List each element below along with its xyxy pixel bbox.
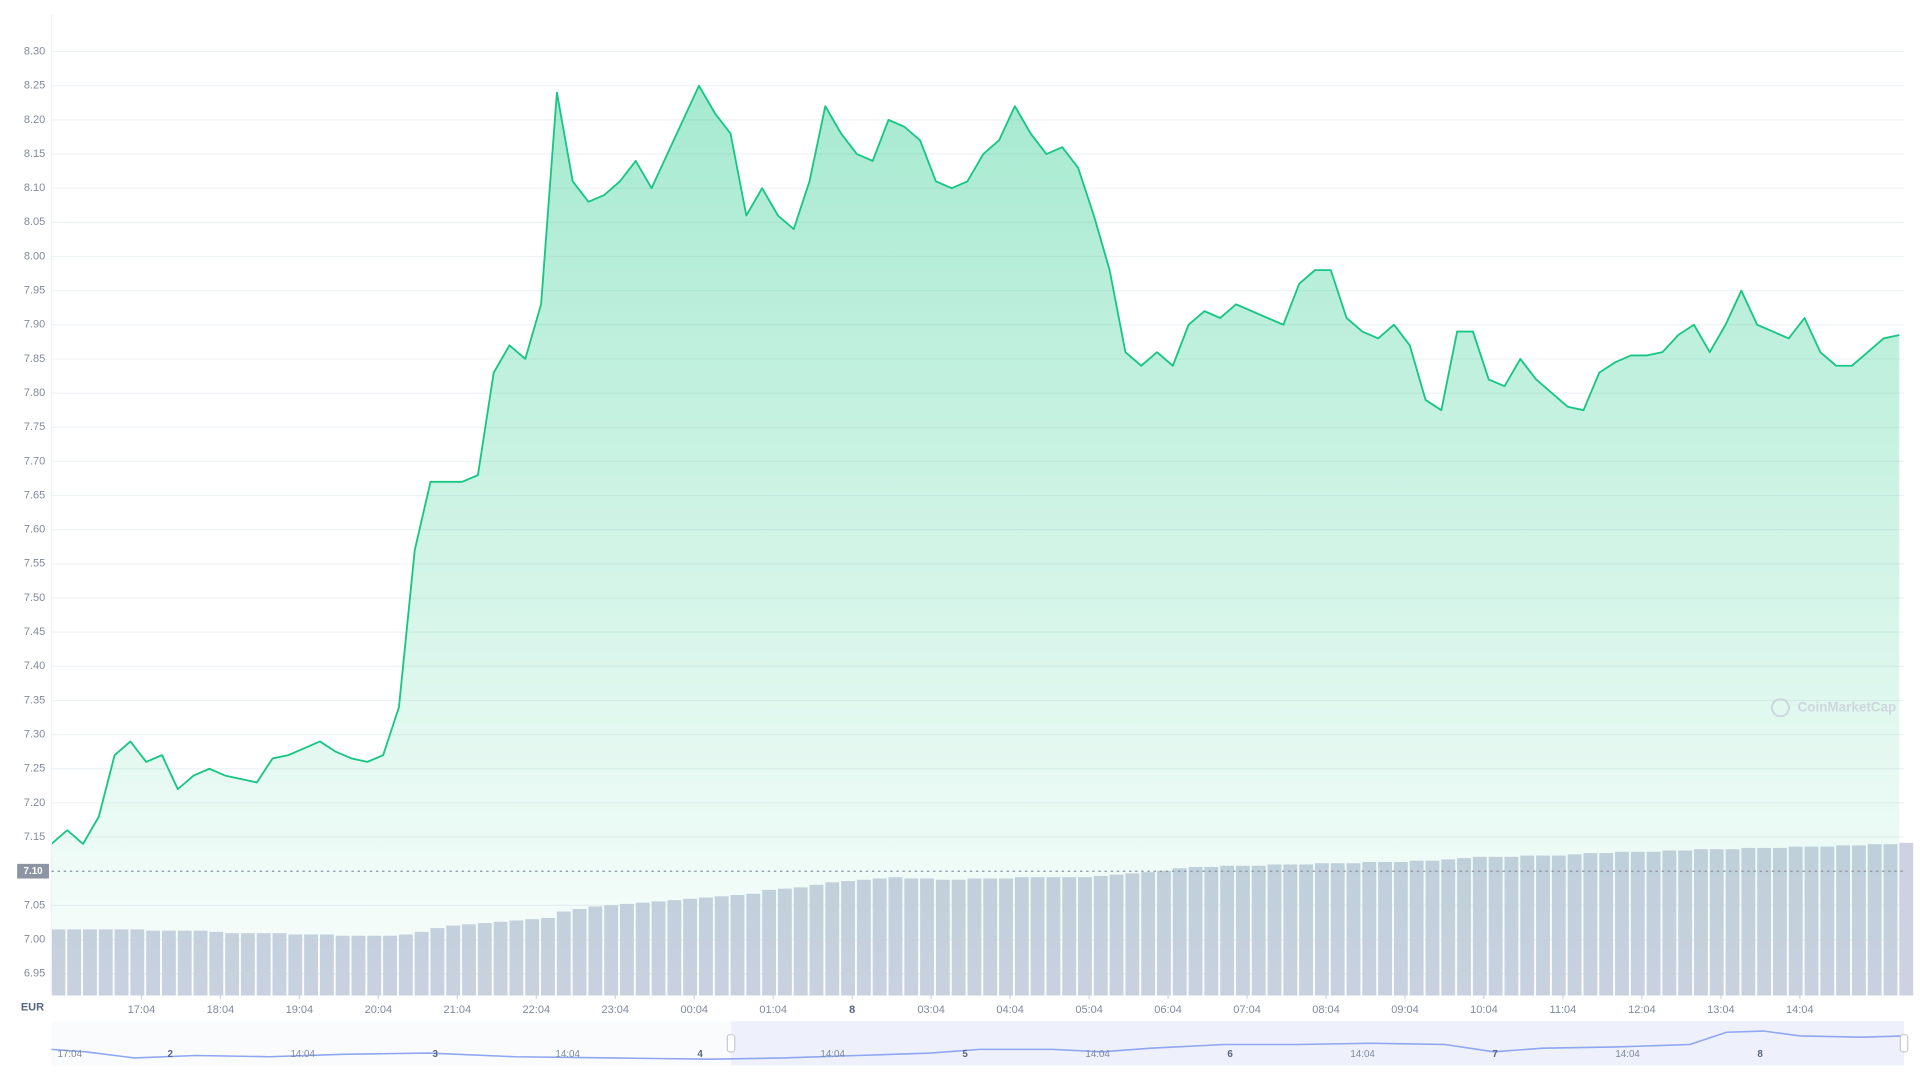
x-tick-label: 18:04	[207, 1004, 235, 1016]
y-tick-label: 8.15	[24, 148, 45, 160]
x-tick-label: 03:04	[917, 1004, 945, 1016]
y-tick-label: 7.65	[24, 489, 45, 501]
y-tick-label: 7.20	[24, 797, 45, 809]
x-tick-label: 21:04	[444, 1004, 472, 1016]
navigator-label: 3	[432, 1049, 438, 1060]
y-tick-label: 7.15	[24, 831, 45, 843]
x-tick-label: 22:04	[523, 1004, 551, 1016]
navigator-label: 8	[1757, 1049, 1763, 1060]
currency-label: EUR	[21, 1002, 44, 1014]
x-tick-label: 09:04	[1391, 1004, 1419, 1016]
x-tick-label: 00:04	[680, 1004, 708, 1016]
navigator-label: 14:04	[555, 1049, 580, 1060]
y-tick-label: 7.85	[24, 353, 45, 365]
y-tick-label: 8.00	[24, 250, 45, 262]
y-tick-label: 7.40	[24, 660, 45, 672]
x-tick-label: 10:04	[1470, 1004, 1498, 1016]
navigator-label: 17:04	[58, 1049, 83, 1060]
y-tick-label: 7.45	[24, 626, 45, 638]
navigator-label: 2	[167, 1049, 173, 1060]
y-tick-label: 7.05	[24, 899, 45, 911]
x-tick-label: 07:04	[1233, 1004, 1261, 1016]
x-tick-label: 01:04	[759, 1004, 787, 1016]
x-tick-label: 04:04	[996, 1004, 1024, 1016]
x-tick-label: 8	[849, 1004, 855, 1016]
price-line	[50, 84, 1900, 845]
navigator-label: 14:04	[1350, 1049, 1375, 1060]
y-tick-label: 7.70	[24, 455, 45, 467]
navigator-label: 14:04	[1085, 1049, 1110, 1060]
x-tick-label: 19:04	[286, 1004, 314, 1016]
watermark-logo	[1770, 698, 1790, 718]
y-tick-label: 7.90	[24, 319, 45, 331]
navigator-line	[51, 1030, 1905, 1060]
y-tick-label: 8.20	[24, 114, 45, 126]
y-tick-label: 8.05	[24, 216, 45, 228]
x-tick-label: 13:04	[1707, 1004, 1735, 1016]
y-tick-label: 7.95	[24, 285, 45, 297]
watermark-text: CoinMarketCap	[1798, 699, 1897, 714]
watermark: CoinMarketCap	[1770, 698, 1897, 718]
navigator-selection[interactable]	[731, 1021, 1905, 1066]
navigator	[51, 1021, 1909, 1066]
x-tick-label: 05:04	[1075, 1004, 1103, 1016]
navigator-label: 4	[697, 1049, 703, 1060]
navigator-label: 7	[1492, 1049, 1498, 1060]
y-tick-label: 7.35	[24, 694, 45, 706]
price-area	[50, 84, 1900, 996]
navigator-label: 6	[1227, 1049, 1233, 1060]
y-tick-label: 7.75	[24, 421, 45, 433]
navigator-label: 14:04	[290, 1049, 315, 1060]
x-tick-label: 14:04	[1786, 1004, 1814, 1016]
navigator-label: 14:04	[820, 1049, 845, 1060]
x-tick-label: 11:04	[1550, 1004, 1577, 1016]
y-tick-label: 7.00	[24, 933, 45, 945]
navigator-handle[interactable]	[1899, 1034, 1909, 1053]
x-tick-label: 08:04	[1312, 1004, 1340, 1016]
y-tick-label: 7.30	[24, 729, 45, 741]
x-tick-label: 06:04	[1154, 1004, 1182, 1016]
y-tick-label: 7.55	[24, 558, 45, 570]
y-tick-label: 8.25	[24, 80, 45, 92]
y-tick-label: 8.30	[24, 45, 45, 57]
x-tick-label: 12:04	[1628, 1004, 1656, 1016]
y-tick-label: 7.80	[24, 387, 45, 399]
navigator-handle[interactable]	[726, 1034, 736, 1053]
navigator-label: 5	[962, 1049, 968, 1060]
y-tick-label: 7.50	[24, 592, 45, 604]
volume-bar	[1899, 842, 1914, 996]
y-tick-label: 7.25	[24, 763, 45, 775]
price-area	[51, 85, 1900, 996]
reference-label-bg	[17, 863, 49, 879]
y-tick-label: 6.95	[24, 968, 45, 980]
navigator-label: 14:04	[1615, 1049, 1640, 1060]
y-tick-label: 8.10	[24, 182, 45, 194]
x-tick-label: 20:04	[365, 1004, 393, 1016]
reference-label: 7.10	[24, 866, 44, 877]
x-tick-label: 23:04	[601, 1004, 629, 1016]
navigator-labels: 17:04 2 14:04 3 14:04 4 14:04 5 14:04 6 14:04 7 14:0…	[58, 1049, 1764, 1060]
x-tick-label: 17:04	[128, 1004, 156, 1016]
y-tick-label: 7.60	[24, 524, 45, 536]
